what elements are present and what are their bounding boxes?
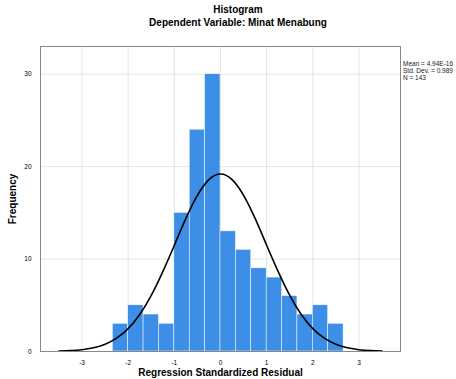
svg-text:Regression Standardized Residu: Regression Standardized Residual <box>138 367 303 378</box>
svg-text:2: 2 <box>311 359 315 366</box>
svg-text:1: 1 <box>265 359 269 366</box>
svg-text:20: 20 <box>24 163 32 170</box>
svg-text:10: 10 <box>24 255 32 262</box>
svg-text:Frequency: Frequency <box>7 173 18 224</box>
svg-text:-2: -2 <box>125 359 131 366</box>
svg-text:-3: -3 <box>79 359 85 366</box>
html-text:N = 143: N = 143 <box>403 74 426 81</box>
html-text:Dependent Variable: Minat Mena: Dependent Variable: Minat Menabung <box>149 17 327 28</box>
svg-text:0: 0 <box>28 348 32 355</box>
html-text:Histogram: Histogram <box>213 4 263 15</box>
html-text:Mean = 4.94E-16: Mean = 4.94E-16 <box>403 60 454 67</box>
svg-text:0: 0 <box>219 359 223 366</box>
svg-text:3: 3 <box>357 359 361 366</box>
html-text:Std. Dev. = 0.989: Std. Dev. = 0.989 <box>403 67 453 74</box>
svg-text:30: 30 <box>24 70 32 77</box>
svg-text:-1: -1 <box>171 359 177 366</box>
